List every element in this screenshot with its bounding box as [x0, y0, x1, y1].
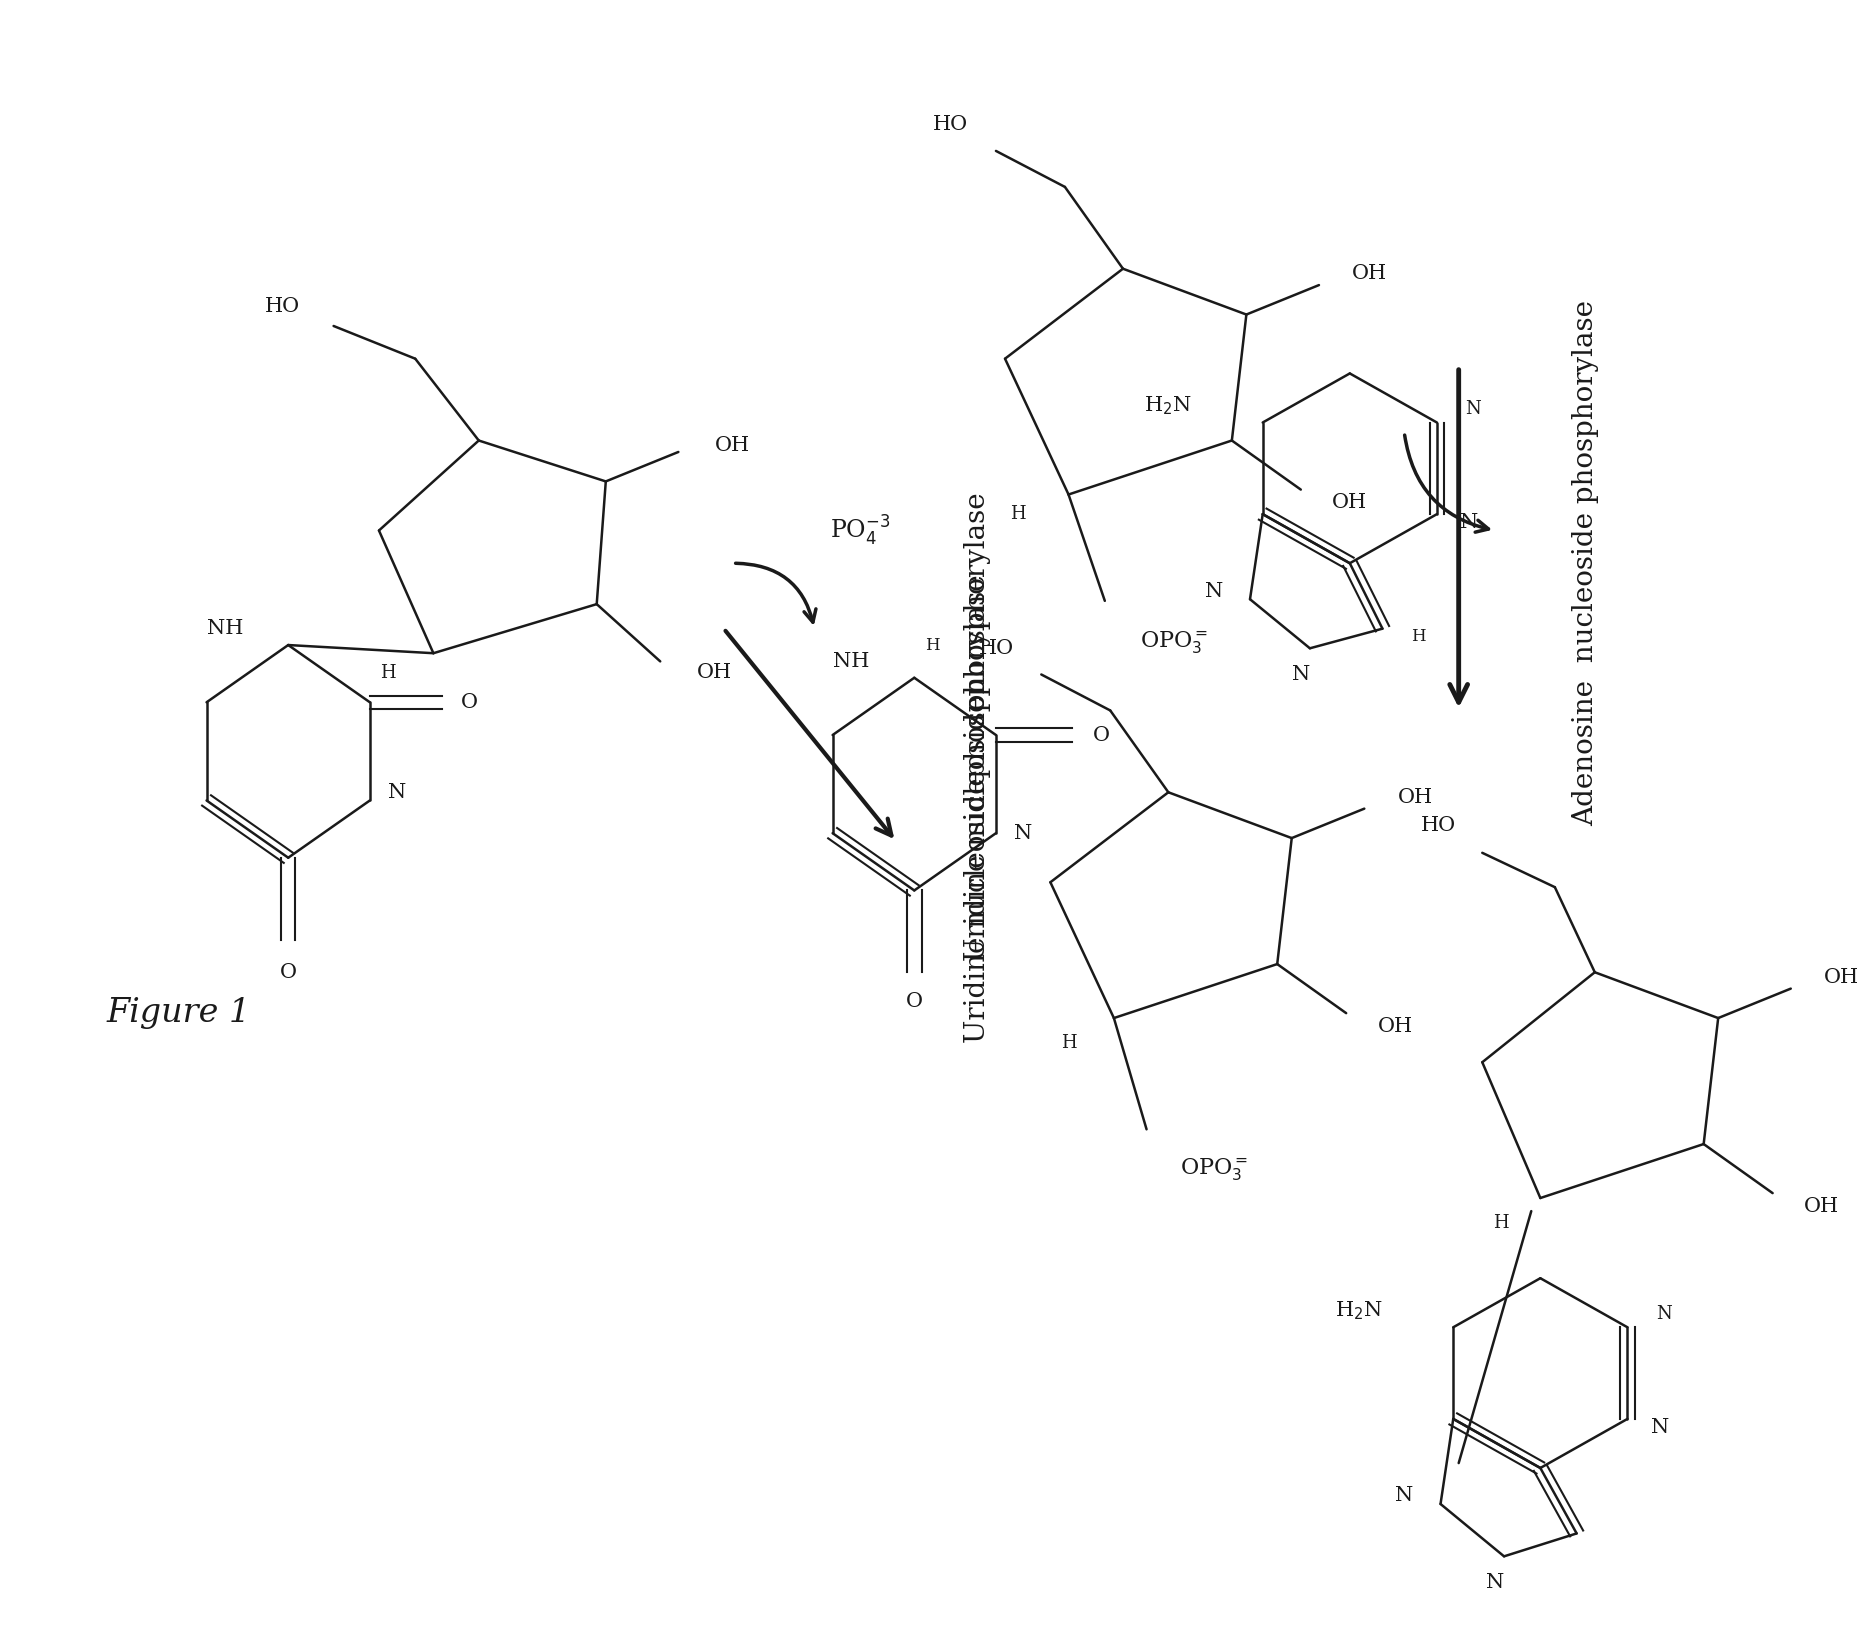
Text: N: N	[1655, 1305, 1672, 1323]
Text: H: H	[1009, 505, 1026, 523]
Text: NH: NH	[832, 652, 870, 672]
Text: OPO$_3^{=}$: OPO$_3^{=}$	[1181, 1155, 1248, 1181]
Text: N: N	[1395, 1487, 1413, 1505]
Text: HO: HO	[1421, 815, 1456, 835]
Text: HO: HO	[264, 297, 300, 315]
Text: OH: OH	[1352, 264, 1387, 284]
Text: OH: OH	[1331, 493, 1367, 512]
Text: Uridine nucleosidephosphorylase: Uridine nucleosidephosphorylase	[965, 492, 991, 962]
Text: H: H	[380, 663, 397, 681]
Text: HO: HO	[933, 116, 968, 134]
Text: OH: OH	[696, 663, 732, 683]
Text: O: O	[1093, 726, 1110, 744]
Text: H: H	[1061, 1033, 1076, 1051]
Text: H: H	[1493, 1214, 1508, 1231]
Text: OPO$_3^{=}$: OPO$_3^{=}$	[1140, 629, 1208, 655]
Text: Figure 1: Figure 1	[106, 997, 251, 1030]
Text: N: N	[1015, 823, 1032, 843]
Text: O: O	[279, 962, 296, 982]
Text: OH: OH	[715, 436, 750, 455]
Text: N: N	[1205, 581, 1223, 601]
Text: N: N	[1465, 401, 1480, 419]
Text: OH: OH	[1378, 1016, 1413, 1036]
Text: PO$_4^{-3}$: PO$_4^{-3}$	[830, 513, 890, 548]
Text: N: N	[1292, 665, 1311, 685]
Text: N: N	[1486, 1572, 1504, 1592]
Text: N: N	[387, 782, 406, 802]
Text: HO: HO	[978, 639, 1013, 658]
Text: NH: NH	[207, 619, 242, 639]
Text: H$_2$N: H$_2$N	[1335, 1300, 1383, 1322]
Text: OH: OH	[1398, 787, 1432, 807]
Text: Adenosine  nucleoside phosphorylase: Adenosine nucleoside phosphorylase	[1572, 300, 1599, 827]
Text: N: N	[1652, 1417, 1668, 1437]
Text: H: H	[925, 637, 940, 653]
Text: Uridine nucleosidephosphorylase: Uridine nucleosidephosphorylase	[965, 574, 991, 1043]
Text: H: H	[1411, 629, 1426, 645]
Text: H$_2$N: H$_2$N	[1145, 394, 1192, 417]
Text: O: O	[905, 992, 924, 1011]
Text: OH: OH	[1804, 1196, 1840, 1216]
Text: OH: OH	[1825, 967, 1858, 987]
Text: N: N	[1460, 513, 1478, 531]
Text: O: O	[462, 693, 479, 711]
